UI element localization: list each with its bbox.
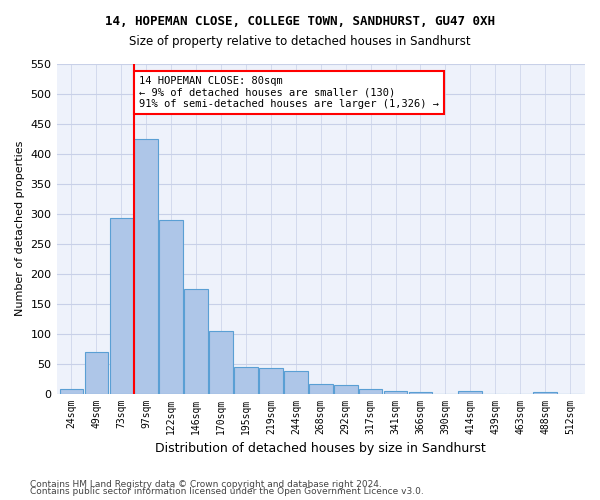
Bar [533, 392, 557, 394]
Bar [85, 352, 108, 394]
Bar [384, 390, 407, 394]
Bar [184, 288, 208, 394]
X-axis label: Distribution of detached houses by size in Sandhurst: Distribution of detached houses by size … [155, 442, 486, 455]
Bar [359, 389, 382, 394]
Text: 14, HOPEMAN CLOSE, COLLEGE TOWN, SANDHURST, GU47 0XH: 14, HOPEMAN CLOSE, COLLEGE TOWN, SANDHUR… [105, 15, 495, 28]
Text: 14 HOPEMAN CLOSE: 80sqm
← 9% of detached houses are smaller (130)
91% of semi-de: 14 HOPEMAN CLOSE: 80sqm ← 9% of detached… [139, 76, 439, 109]
Text: Contains public sector information licensed under the Open Government Licence v3: Contains public sector information licen… [30, 487, 424, 496]
Y-axis label: Number of detached properties: Number of detached properties [15, 141, 25, 316]
Bar [160, 220, 183, 394]
Bar [458, 391, 482, 394]
Bar [409, 392, 433, 394]
Bar [110, 218, 133, 394]
Text: Size of property relative to detached houses in Sandhurst: Size of property relative to detached ho… [129, 35, 471, 48]
Bar [234, 366, 258, 394]
Bar [259, 368, 283, 394]
Bar [209, 330, 233, 394]
Bar [284, 372, 308, 394]
Bar [59, 389, 83, 394]
Bar [309, 384, 332, 394]
Text: Contains HM Land Registry data © Crown copyright and database right 2024.: Contains HM Land Registry data © Crown c… [30, 480, 382, 489]
Bar [134, 139, 158, 394]
Bar [334, 384, 358, 394]
